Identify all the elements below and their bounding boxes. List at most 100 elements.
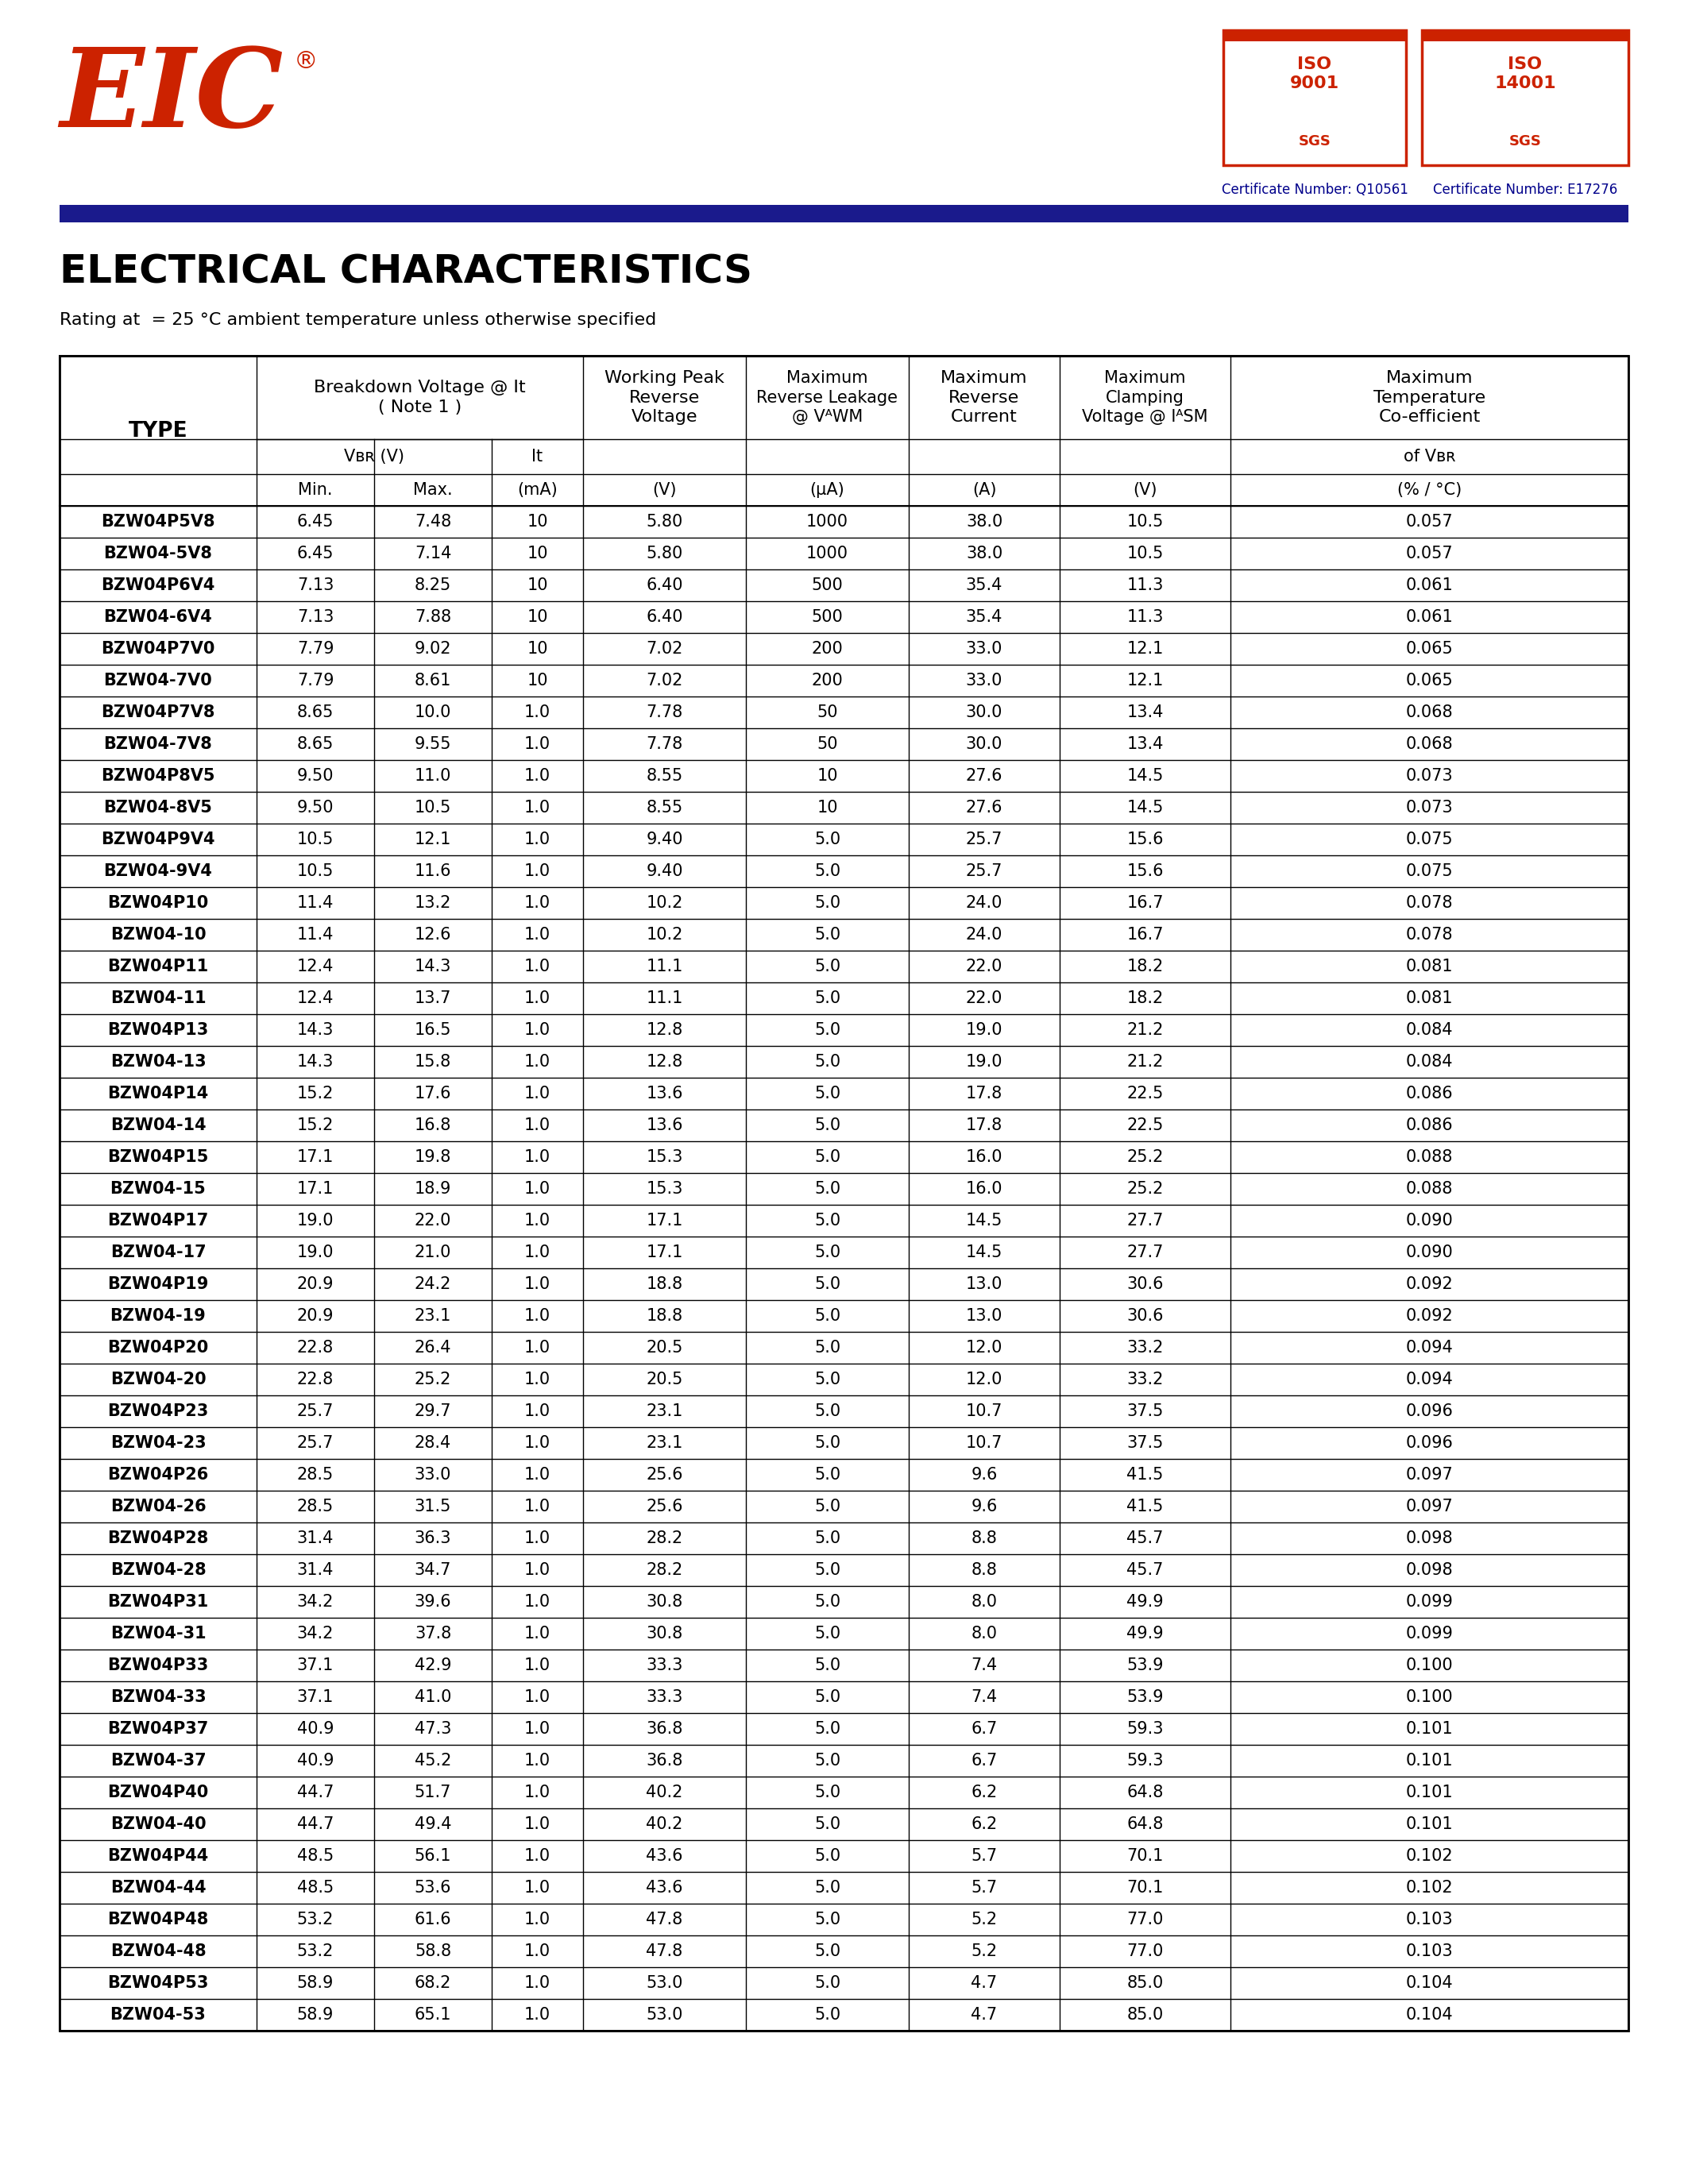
Text: 8.55: 8.55 [647,799,684,815]
Text: 5.0: 5.0 [814,1308,841,1324]
Text: 25.7: 25.7 [966,832,1003,847]
Text: 16.0: 16.0 [966,1149,1003,1164]
Text: 13.6: 13.6 [647,1085,684,1101]
Text: 8.8: 8.8 [971,1562,998,1579]
Text: 28.5: 28.5 [297,1498,334,1514]
Text: 0.090: 0.090 [1406,1212,1453,1230]
Text: 9.55: 9.55 [415,736,451,751]
Text: 1.0: 1.0 [525,1404,550,1420]
Text: 0.086: 0.086 [1406,1118,1453,1133]
Text: 20.5: 20.5 [647,1339,684,1356]
Text: 5.0: 5.0 [814,863,841,880]
Text: 0.073: 0.073 [1406,799,1453,815]
Text: 1.0: 1.0 [525,1118,550,1133]
Text: 8.0: 8.0 [971,1594,998,1610]
Text: 43.6: 43.6 [647,1848,684,1863]
Text: 1.0: 1.0 [525,1212,550,1230]
Text: BZW04P28: BZW04P28 [108,1531,209,1546]
Text: BZW04-53: BZW04-53 [110,2007,206,2022]
Text: 5.0: 5.0 [814,959,841,974]
Text: 10: 10 [817,799,837,815]
Text: 5.0: 5.0 [814,1055,841,1070]
Text: 40.9: 40.9 [297,1721,334,1736]
Text: BZW04P11: BZW04P11 [108,959,209,974]
Text: 53.9: 53.9 [1126,1688,1163,1706]
Text: 10.5: 10.5 [1126,546,1163,561]
Text: 5.80: 5.80 [647,546,684,561]
Text: BZW04-23: BZW04-23 [110,1435,206,1450]
Text: 19.0: 19.0 [297,1245,334,1260]
Text: 0.101: 0.101 [1406,1721,1453,1736]
Text: 17.8: 17.8 [966,1118,1003,1133]
Text: 0.092: 0.092 [1406,1308,1453,1324]
Text: 15.2: 15.2 [297,1085,334,1101]
Text: 5.0: 5.0 [814,895,841,911]
Text: 28.4: 28.4 [415,1435,451,1450]
Text: 7.78: 7.78 [647,705,684,721]
Text: 8.61: 8.61 [415,673,451,688]
Text: 24.0: 24.0 [966,926,1003,943]
Text: 1.0: 1.0 [525,2007,550,2022]
Text: BZW04P8V5: BZW04P8V5 [101,769,214,784]
Text: BZW04-48: BZW04-48 [110,1944,206,1959]
Text: BZW04P7V8: BZW04P7V8 [101,705,214,721]
Text: 1.0: 1.0 [525,1784,550,1800]
Text: 15.6: 15.6 [1126,832,1163,847]
Text: 59.3: 59.3 [1126,1721,1163,1736]
Text: 1.0: 1.0 [525,1372,550,1387]
Text: 21.2: 21.2 [1126,1055,1163,1070]
Text: 27.6: 27.6 [966,799,1003,815]
Text: 1.0: 1.0 [525,1182,550,1197]
Text: TYPE: TYPE [128,422,187,441]
Text: 48.5: 48.5 [297,1880,334,1896]
Text: 10: 10 [527,673,549,688]
Text: 9.40: 9.40 [647,832,684,847]
Text: 200: 200 [812,673,842,688]
Text: 5.0: 5.0 [814,1817,841,1832]
Text: 21.2: 21.2 [1126,1022,1163,1037]
Text: 77.0: 77.0 [1126,1911,1163,1928]
Text: 49.9: 49.9 [1126,1625,1163,1642]
Text: 0.084: 0.084 [1406,1022,1453,1037]
Text: 30.8: 30.8 [647,1625,684,1642]
Text: 0.103: 0.103 [1406,1944,1453,1959]
Text: 7.02: 7.02 [647,640,684,657]
Text: 35.4: 35.4 [966,609,1003,625]
Text: 7.79: 7.79 [297,673,334,688]
Text: 5.0: 5.0 [814,1468,841,1483]
Text: 5.0: 5.0 [814,1182,841,1197]
Text: 10: 10 [527,577,549,594]
Text: 25.2: 25.2 [415,1372,451,1387]
Text: 34.2: 34.2 [297,1625,334,1642]
Text: 14.5: 14.5 [966,1245,1003,1260]
Text: BZW04-33: BZW04-33 [110,1688,206,1706]
Text: 48.5: 48.5 [297,1848,334,1863]
Text: 0.057: 0.057 [1406,513,1453,531]
Text: 33.0: 33.0 [966,640,1003,657]
Text: 33.2: 33.2 [1126,1372,1163,1387]
Text: 49.9: 49.9 [1126,1594,1163,1610]
Text: BZW04P5V8: BZW04P5V8 [101,513,214,531]
Bar [1421,31,1629,166]
Text: 41.5: 41.5 [1126,1498,1163,1514]
Text: Maximum
Reverse Leakage
@ VᴬWM: Maximum Reverse Leakage @ VᴬWM [756,369,898,426]
Text: 1.0: 1.0 [525,1468,550,1483]
Bar [59,356,1629,2031]
Text: 10.5: 10.5 [297,832,334,847]
Text: 5.0: 5.0 [814,1848,841,1863]
Bar [59,205,1629,223]
Text: 0.073: 0.073 [1406,769,1453,784]
Text: BZW04P14: BZW04P14 [108,1085,209,1101]
Text: BZW04-28: BZW04-28 [110,1562,206,1579]
Text: Certificate Number: E17276: Certificate Number: E17276 [1433,183,1617,197]
Text: 0.096: 0.096 [1406,1435,1453,1450]
Text: 41.5: 41.5 [1126,1468,1163,1483]
Text: It: It [532,448,544,465]
Text: 39.6: 39.6 [415,1594,451,1610]
Text: BZW04P9V4: BZW04P9V4 [101,832,214,847]
Text: 37.1: 37.1 [297,1688,334,1706]
Text: 5.2: 5.2 [971,1944,998,1959]
Text: 1.0: 1.0 [525,1245,550,1260]
Text: 53.6: 53.6 [415,1880,451,1896]
Text: 0.100: 0.100 [1406,1658,1453,1673]
